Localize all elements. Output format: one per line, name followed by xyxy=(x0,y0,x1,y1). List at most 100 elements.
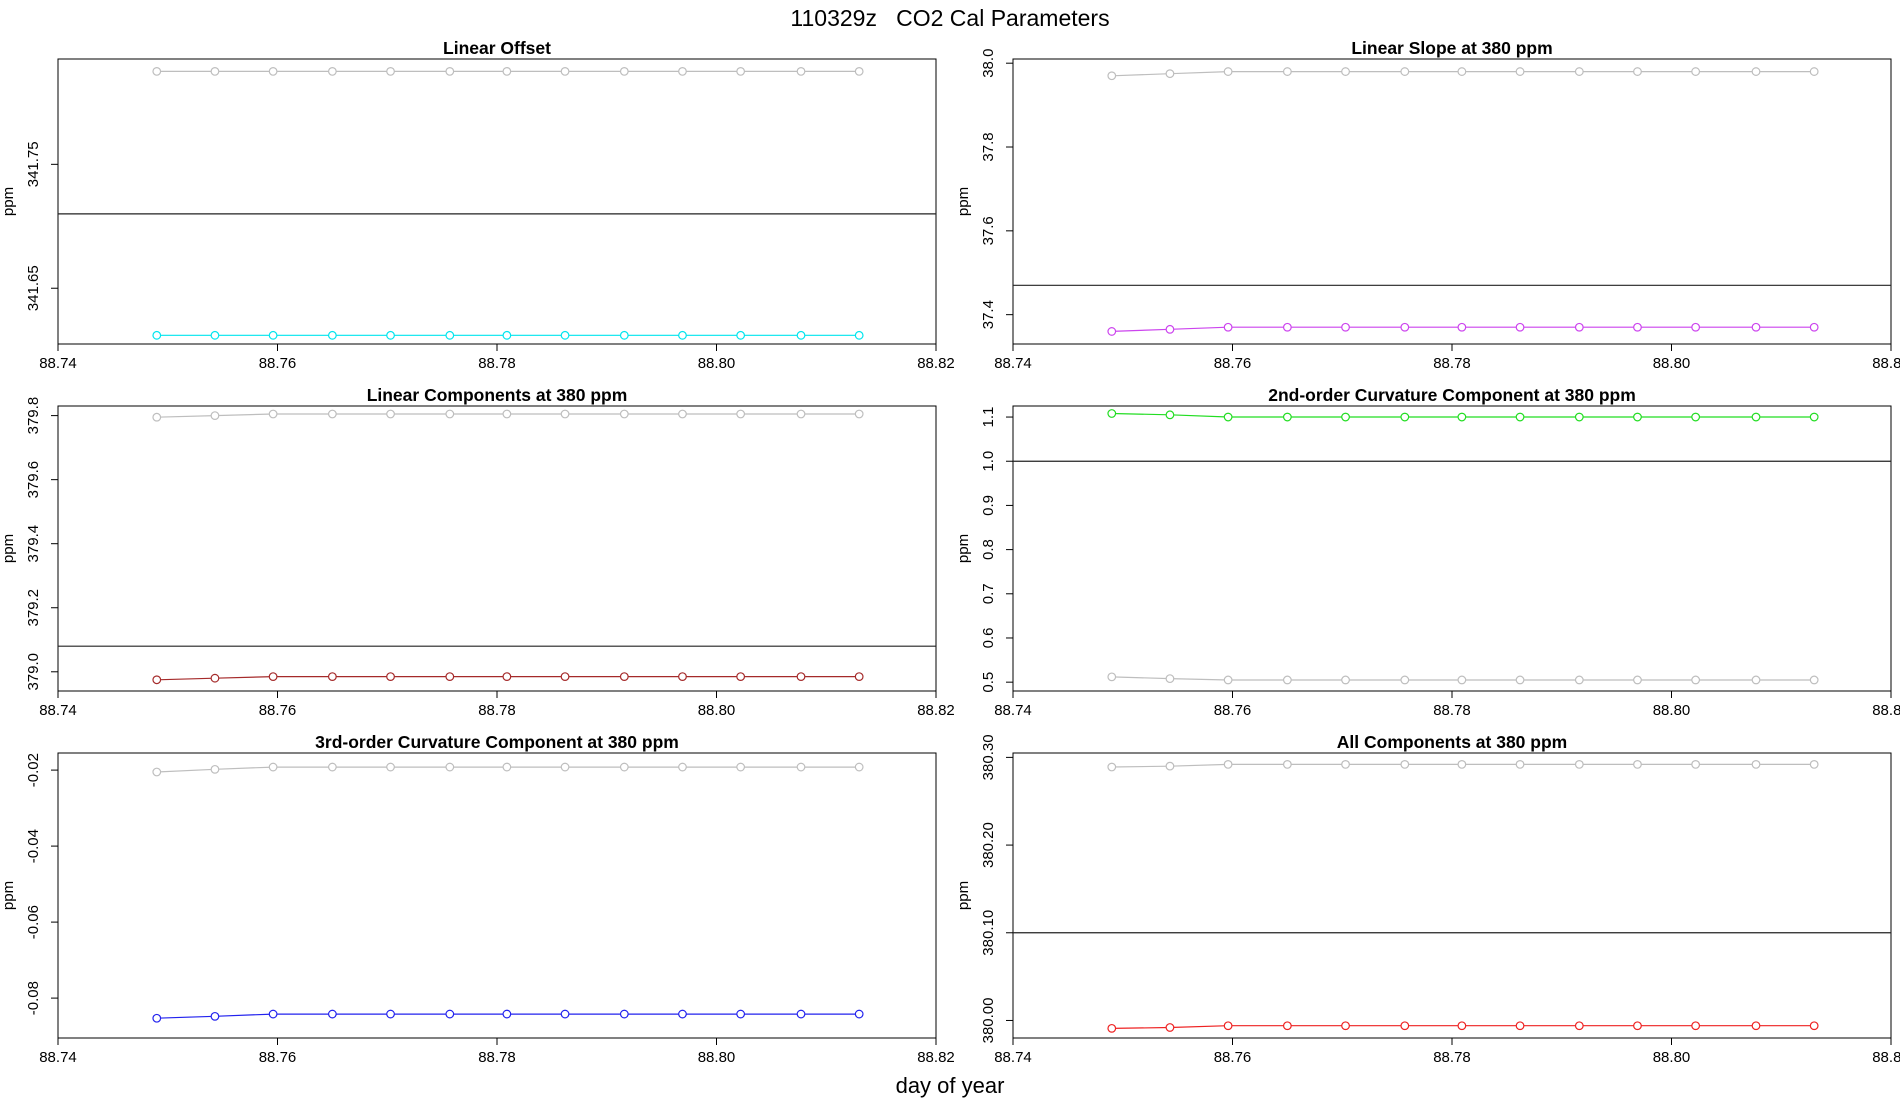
y-tick-label: -0.02 xyxy=(25,753,42,787)
data-point xyxy=(152,66,162,76)
data-point xyxy=(1165,674,1175,684)
data-point xyxy=(678,66,687,76)
data-point xyxy=(327,762,337,772)
y-axis-label: ppm xyxy=(0,881,17,910)
y-tick-label: 341.65 xyxy=(25,265,42,311)
data-point xyxy=(210,764,220,774)
panel-title: 3rd-order Curvature Component at 380 ppm xyxy=(315,732,679,752)
data-point xyxy=(1457,412,1467,422)
x-tick-label: 88.80 xyxy=(698,355,736,372)
x-tick-label: 88.82 xyxy=(1872,355,1900,372)
data-point xyxy=(1282,1021,1292,1031)
data-point xyxy=(854,409,864,419)
data-point xyxy=(445,409,455,419)
data-point xyxy=(796,672,806,681)
data-point xyxy=(1223,67,1233,76)
plot-frame xyxy=(1012,58,1892,345)
data-point xyxy=(327,330,337,340)
x-tick-label: 88.76 xyxy=(259,355,297,372)
data-point xyxy=(210,411,220,421)
data-point xyxy=(445,762,455,772)
data-point xyxy=(1515,67,1525,76)
panel-3: Linear Components at 380 ppm ppm 88.74 88.7… xyxy=(0,385,955,719)
data-point xyxy=(854,672,864,681)
x-tick-label: 88.74 xyxy=(994,702,1032,719)
y-tick-label: -0.06 xyxy=(25,905,42,939)
data-point xyxy=(1223,760,1233,769)
plot-frame xyxy=(1012,405,1892,692)
x-tick-label: 88.76 xyxy=(1214,702,1252,719)
data-point xyxy=(1574,760,1584,769)
data-point xyxy=(1691,760,1701,769)
data-point xyxy=(445,1009,455,1019)
data-point xyxy=(445,330,455,340)
data-point xyxy=(268,66,278,76)
data-point xyxy=(796,66,806,76)
y-tick-label: 37.8 xyxy=(980,132,997,161)
data-point xyxy=(1809,760,1819,769)
data-point xyxy=(327,409,337,419)
data-point xyxy=(1341,67,1350,76)
x-tick-label: 88.74 xyxy=(39,702,77,719)
data-point xyxy=(386,672,395,681)
data-point xyxy=(1400,67,1410,76)
y-tick-label: 379.4 xyxy=(25,525,42,563)
panel-title: Linear Slope at 380 ppm xyxy=(1351,38,1552,58)
y-tick-label: 379.8 xyxy=(25,397,42,435)
data-point xyxy=(1809,322,1819,332)
data-point xyxy=(736,1009,746,1019)
data-point xyxy=(1107,409,1117,418)
data-point xyxy=(1107,327,1117,336)
y-tick-label: 379.2 xyxy=(25,589,42,627)
x-tick-label: 88.74 xyxy=(39,1049,77,1066)
data-point xyxy=(1282,412,1292,422)
plot-frame xyxy=(57,405,937,692)
x-tick-label: 88.76 xyxy=(259,1049,297,1066)
data-point xyxy=(502,66,512,76)
data-point xyxy=(445,66,455,76)
data-point xyxy=(1457,760,1467,769)
data-point xyxy=(736,330,746,340)
y-tick-label: 379.0 xyxy=(25,653,42,691)
data-point xyxy=(1165,1023,1175,1032)
y-tick-label: 0.5 xyxy=(980,672,997,693)
data-point xyxy=(678,762,687,772)
data-point xyxy=(386,762,395,772)
data-point xyxy=(619,66,629,76)
data-point xyxy=(1751,67,1761,76)
data-point xyxy=(152,1013,162,1023)
y-axis-label: ppm xyxy=(0,534,17,563)
data-point xyxy=(1107,71,1117,81)
data-point xyxy=(210,330,220,340)
data-point xyxy=(1282,322,1292,332)
data-point xyxy=(1515,322,1525,332)
data-point xyxy=(1107,1023,1117,1033)
data-point xyxy=(1457,675,1467,685)
y-axis-label: ppm xyxy=(955,881,972,910)
data-point xyxy=(1691,67,1701,76)
data-point xyxy=(1751,675,1761,685)
data-point xyxy=(268,409,278,419)
y-axis-label: ppm xyxy=(955,534,972,563)
y-tick-label: 1.1 xyxy=(980,407,997,428)
data-point xyxy=(1107,672,1117,682)
data-point xyxy=(1691,412,1701,422)
data-point xyxy=(210,1011,220,1021)
data-point xyxy=(1751,760,1761,769)
data-point xyxy=(1400,1021,1410,1031)
data-point xyxy=(1809,1021,1819,1031)
panel-title: All Components at 380 ppm xyxy=(1337,732,1567,752)
plot-frame xyxy=(1012,752,1892,1039)
data-point xyxy=(1515,412,1525,422)
data-point xyxy=(502,1009,512,1019)
data-point xyxy=(445,672,455,681)
data-point xyxy=(1691,1021,1701,1031)
data-point xyxy=(268,330,278,340)
data-point xyxy=(327,672,337,681)
data-point xyxy=(796,409,806,419)
y-tick-label: 38.0 xyxy=(980,49,997,78)
y-tick-label: 379.6 xyxy=(25,461,42,499)
data-point xyxy=(502,762,512,772)
data-point xyxy=(560,409,570,419)
data-point xyxy=(619,762,629,772)
